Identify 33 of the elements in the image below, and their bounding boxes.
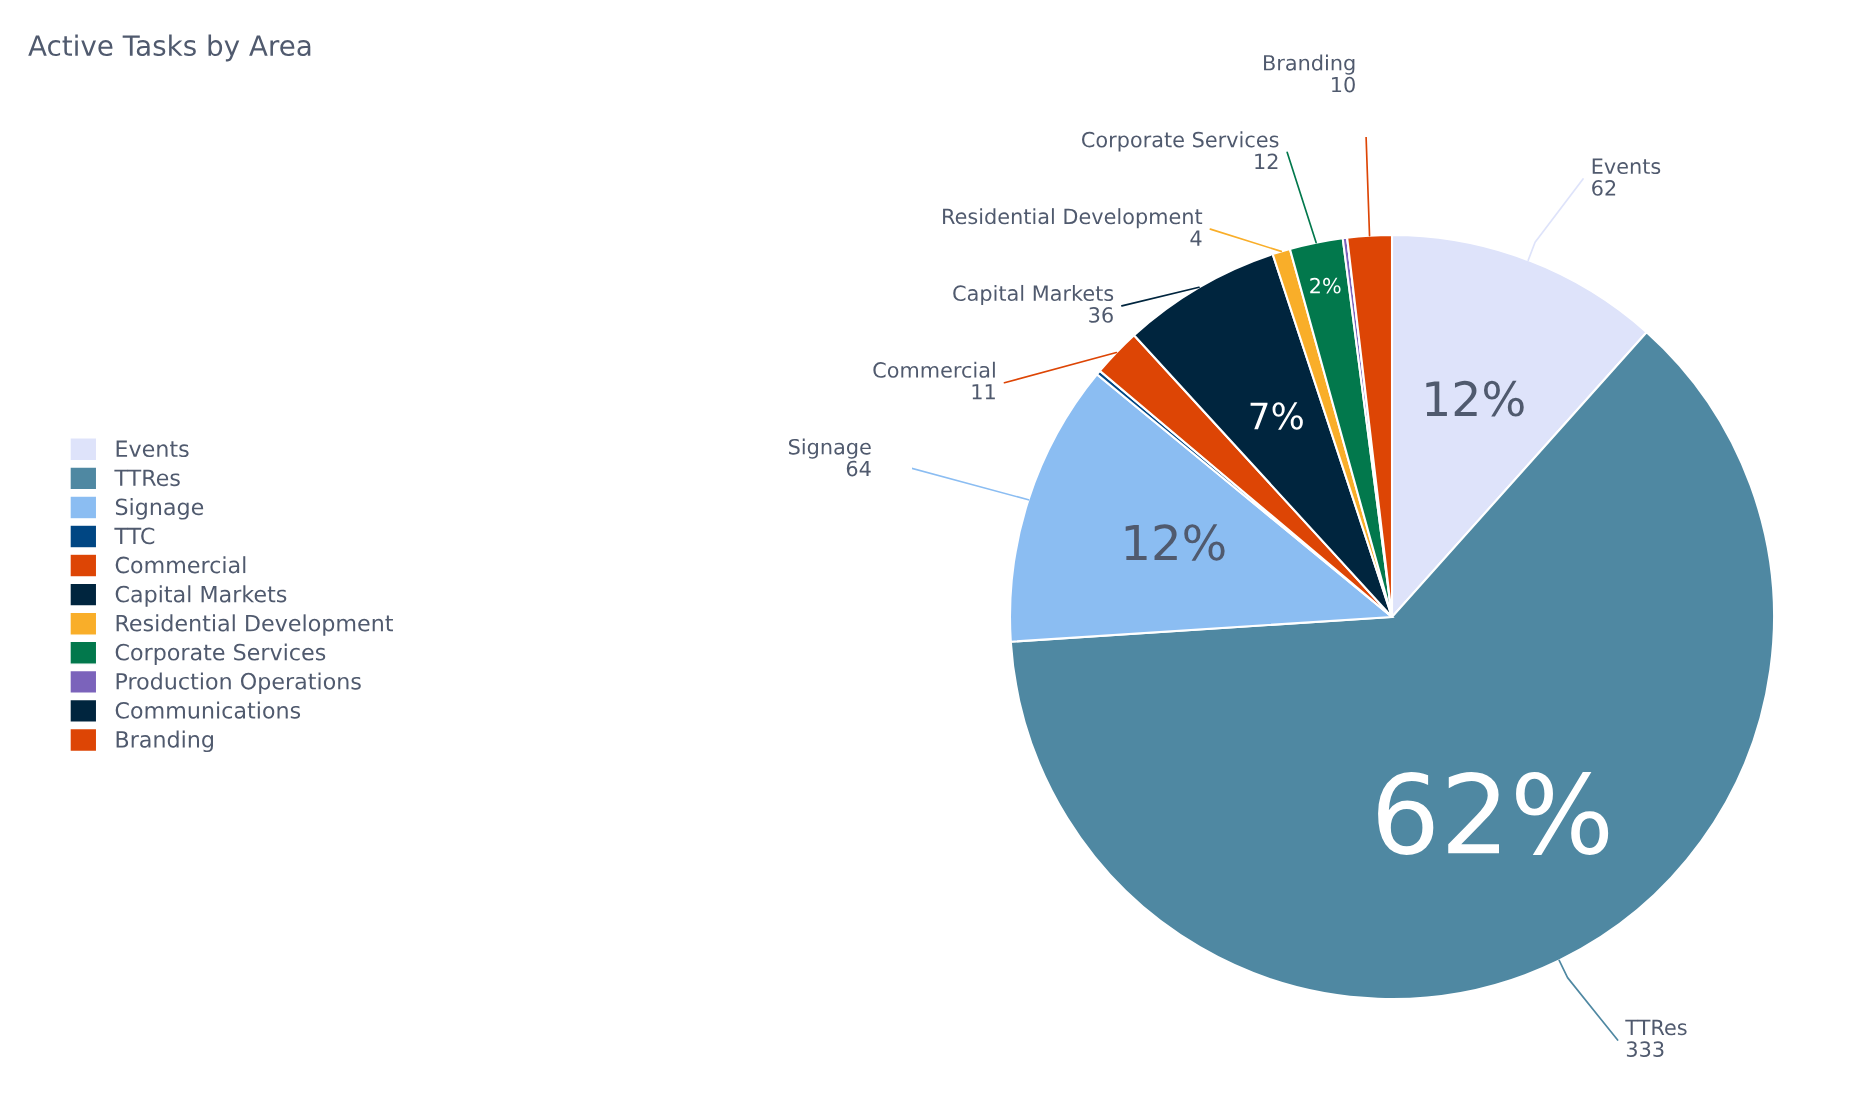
slice-label: Corporate Services <box>1082 131 1279 152</box>
slice-label: Events <box>1592 158 1661 175</box>
data-label: 12 <box>1255 153 1278 169</box>
data-label: 4 <box>1190 230 1202 246</box>
legend-label: Events <box>116 440 189 458</box>
chart-title: Active Tasks by Area <box>28 34 311 62</box>
text: 62% <box>1378 771 1609 855</box>
text: 12% <box>1426 380 1524 417</box>
slice-label: Capital Markets <box>953 284 1114 306</box>
legend-label: Communications <box>115 701 301 719</box>
data-label: 64 <box>846 460 871 477</box>
legend-label: Branding <box>116 730 213 753</box>
data-label: 333 <box>1626 1041 1664 1057</box>
slice-label: Signage <box>789 438 871 459</box>
legend-label: Corporate Services <box>115 643 326 665</box>
slice-label: Residential Development <box>943 208 1203 229</box>
text: 2% <box>1310 277 1341 294</box>
legend-label: Signage <box>115 498 204 520</box>
legend-label: Commercial <box>115 556 246 574</box>
data-label: 36 <box>1089 307 1113 323</box>
data-label: 10 <box>1332 76 1355 93</box>
legend-label: Capital Markets <box>115 585 287 607</box>
legend-label: Residential Development <box>116 614 393 636</box>
legend-label: Production Operations <box>116 672 361 694</box>
slice-label: Commercial <box>873 361 995 378</box>
text: 12% <box>1125 524 1225 561</box>
slice-label: Branding <box>1264 54 1355 75</box>
slice-label: TTRes <box>1625 1019 1687 1036</box>
data-label: 62 <box>1592 180 1616 196</box>
legend-label: TTRes <box>114 469 180 487</box>
text: 7% <box>1250 402 1303 430</box>
legend-label: TTC <box>114 527 155 545</box>
data-label: 11 <box>972 384 995 400</box>
